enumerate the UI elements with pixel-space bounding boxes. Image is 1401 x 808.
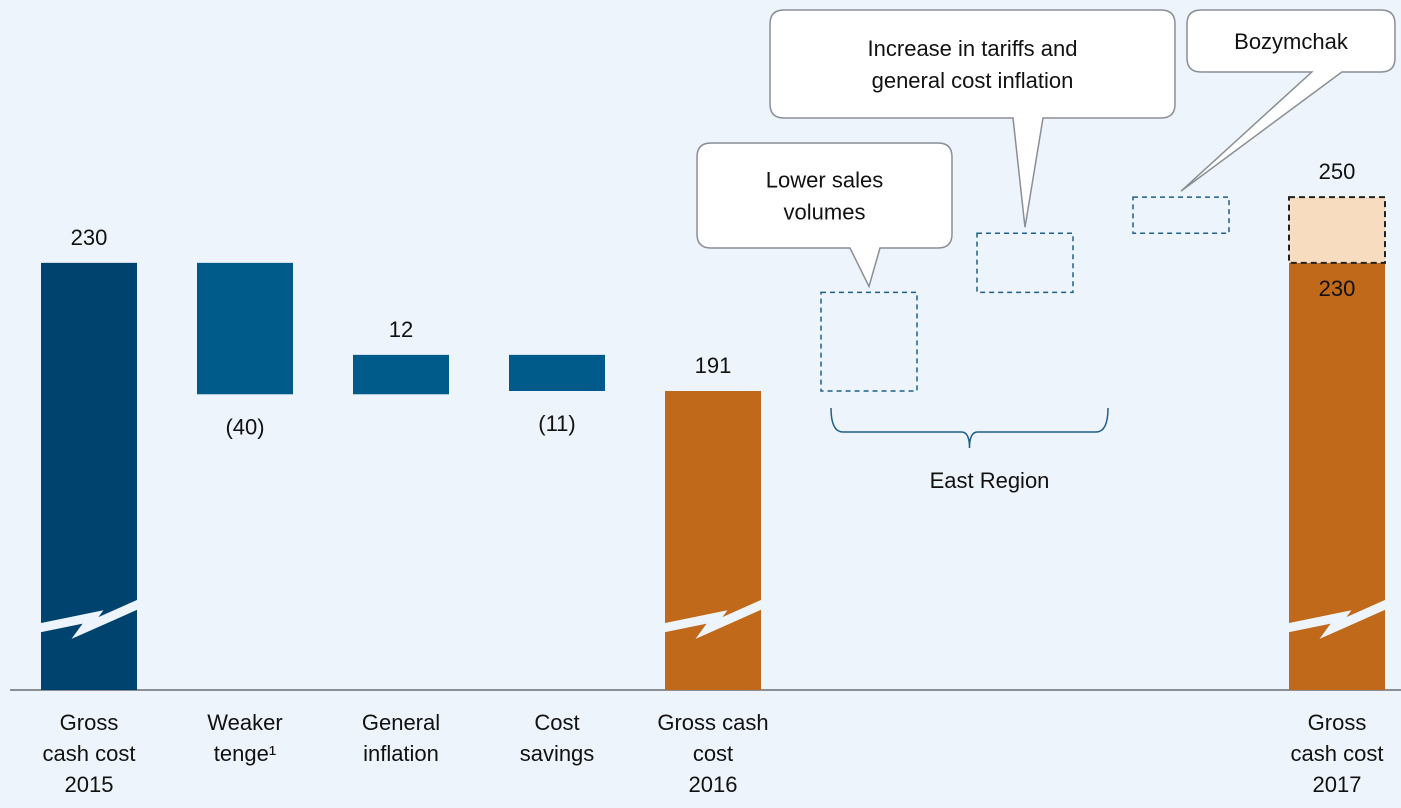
axis-break bbox=[1286, 599, 1389, 639]
value-label: 191 bbox=[695, 353, 732, 378]
annotation: Lower sales volumes bbox=[766, 168, 883, 225]
x-tick-label: General inflation bbox=[362, 710, 440, 766]
bracket bbox=[830, 407, 1109, 449]
placeholder-box bbox=[1132, 196, 1230, 235]
callout bbox=[1180, 9, 1396, 192]
x-tick-label: Cost savings bbox=[520, 710, 595, 766]
bar bbox=[353, 354, 449, 395]
value-label: 230 bbox=[1319, 276, 1356, 301]
placeholder-box bbox=[976, 232, 1074, 294]
value-label: 230 bbox=[71, 225, 108, 250]
axis-break bbox=[38, 599, 141, 639]
bar-increment bbox=[1288, 196, 1386, 264]
value-label: 12 bbox=[389, 317, 413, 342]
bar bbox=[665, 391, 761, 690]
placeholder-box bbox=[820, 291, 918, 392]
annotation: Bozymchak bbox=[1234, 29, 1349, 54]
value-label: (40) bbox=[225, 414, 264, 439]
x-tick-label: Gross cash cost 2015 bbox=[43, 710, 136, 797]
axis-break bbox=[662, 599, 765, 639]
callout bbox=[696, 142, 953, 289]
x-tick-label: Gross cash cost 2016 bbox=[657, 710, 768, 797]
bar bbox=[509, 354, 605, 391]
callout bbox=[769, 9, 1176, 228]
value-label: 250 bbox=[1319, 159, 1356, 184]
bar bbox=[197, 262, 293, 395]
value-label: (11) bbox=[538, 411, 576, 436]
annotation: Increase in tariffs and general cost infl… bbox=[868, 36, 1078, 93]
x-tick-label: Weaker tenge¹ bbox=[207, 710, 282, 766]
group-label: East Region bbox=[930, 468, 1050, 493]
x-tick-label: Gross cash cost 2017 bbox=[1291, 710, 1384, 797]
